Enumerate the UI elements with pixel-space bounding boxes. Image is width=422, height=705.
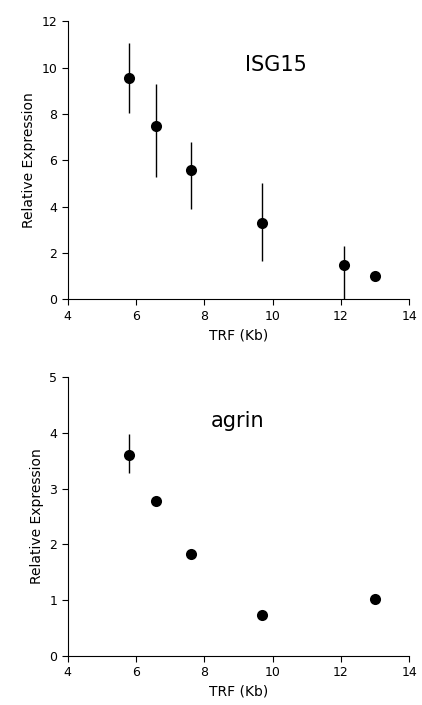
Text: agrin: agrin <box>211 411 265 431</box>
Y-axis label: Relative Expression: Relative Expression <box>22 92 36 228</box>
Y-axis label: Relative Expression: Relative Expression <box>30 448 43 584</box>
Text: ISG15: ISG15 <box>245 54 307 75</box>
X-axis label: TRF (Kb): TRF (Kb) <box>209 685 268 699</box>
X-axis label: TRF (Kb): TRF (Kb) <box>209 329 268 343</box>
